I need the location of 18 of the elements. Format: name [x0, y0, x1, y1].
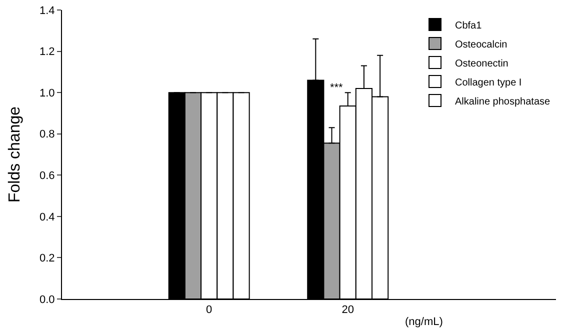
legend-label: Cbfa1: [455, 20, 482, 32]
legend-label: Osteocalcin: [455, 39, 508, 50]
legend-label: Osteonectin: [455, 58, 508, 70]
y-tick-label: 0.8: [40, 128, 55, 141]
x-tick-label: 0: [206, 304, 212, 316]
legend-label: Alkaline phosphatase: [455, 96, 551, 108]
legend-label: Collagen type I: [455, 77, 522, 88]
y-tick-label: 0.6: [40, 170, 55, 182]
y-tick-label: 0.0: [40, 294, 55, 306]
y-tick-label: 1.0: [40, 87, 55, 100]
text: (ng/mL): [405, 316, 443, 328]
y-tick-label: 0.4: [40, 211, 55, 224]
x-tick-label: 20: [342, 304, 354, 316]
y-axis-title: Folds change: [6, 106, 24, 203]
annotation: ***: [330, 82, 344, 94]
y-tick-label: 0.2: [40, 252, 55, 265]
y-tick-label: 1.2: [40, 46, 55, 58]
y-tick-label: 1.4: [40, 4, 55, 17]
